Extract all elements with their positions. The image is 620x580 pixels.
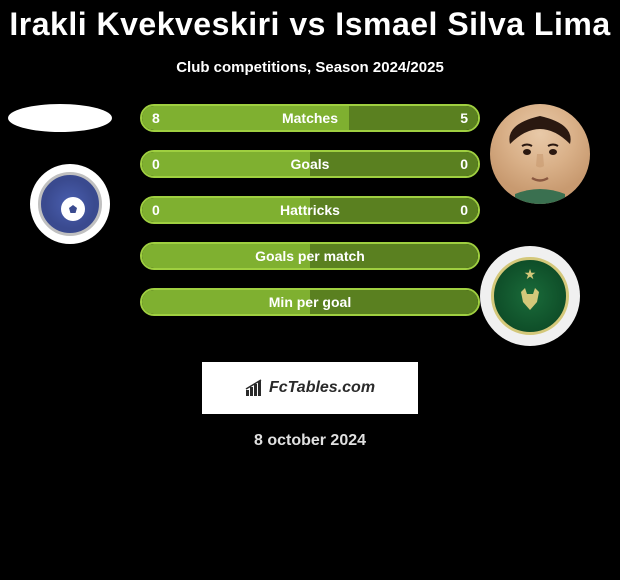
- comparison-panel: ★ Matches85Goals00Hattricks00Goals per m…: [0, 104, 620, 354]
- stat-label: Goals: [142, 152, 478, 176]
- stat-label: Matches: [142, 106, 478, 130]
- subtitle: Club competitions, Season 2024/2025: [0, 59, 620, 76]
- page-title: Irakli Kvekveskiri vs Ismael Silva Lima: [0, 0, 620, 43]
- club-badge-right: ★: [480, 246, 580, 346]
- stat-row: Goals0 0: [140, 150, 480, 178]
- stat-value-left: 8: [152, 106, 160, 130]
- player-right-avatar: [490, 104, 590, 204]
- stat-value-right: 5: [460, 106, 468, 130]
- stat-value-left: 0: [152, 152, 160, 176]
- wolf-icon: [515, 284, 545, 314]
- date-text: 8 october 2024: [0, 432, 620, 450]
- stat-value-right: 0: [460, 198, 468, 222]
- stat-row: Matches8 5: [140, 104, 480, 132]
- brand-text: FcTables.com: [269, 379, 375, 397]
- club-badge-left: [30, 164, 110, 244]
- stat-label: Goals per match: [142, 244, 478, 268]
- stat-value-left: 0: [152, 198, 160, 222]
- player-left-avatar: [8, 104, 112, 132]
- chart-icon: [245, 379, 265, 397]
- stat-value-right: 0: [460, 152, 468, 176]
- stat-label: Min per goal: [142, 290, 478, 314]
- stat-label: Hattricks: [142, 198, 478, 222]
- stat-row: Goals per match: [140, 242, 480, 270]
- stat-row: Hattricks0 0: [140, 196, 480, 224]
- face-icon: [490, 104, 590, 204]
- stat-row: Min per goal: [140, 288, 480, 316]
- stat-bars: Matches85Goals00Hattricks00Goals per mat…: [140, 104, 480, 334]
- brand-box: FcTables.com: [202, 362, 418, 414]
